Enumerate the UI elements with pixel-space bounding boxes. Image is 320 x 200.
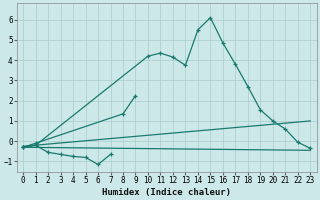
X-axis label: Humidex (Indice chaleur): Humidex (Indice chaleur)	[102, 188, 231, 197]
